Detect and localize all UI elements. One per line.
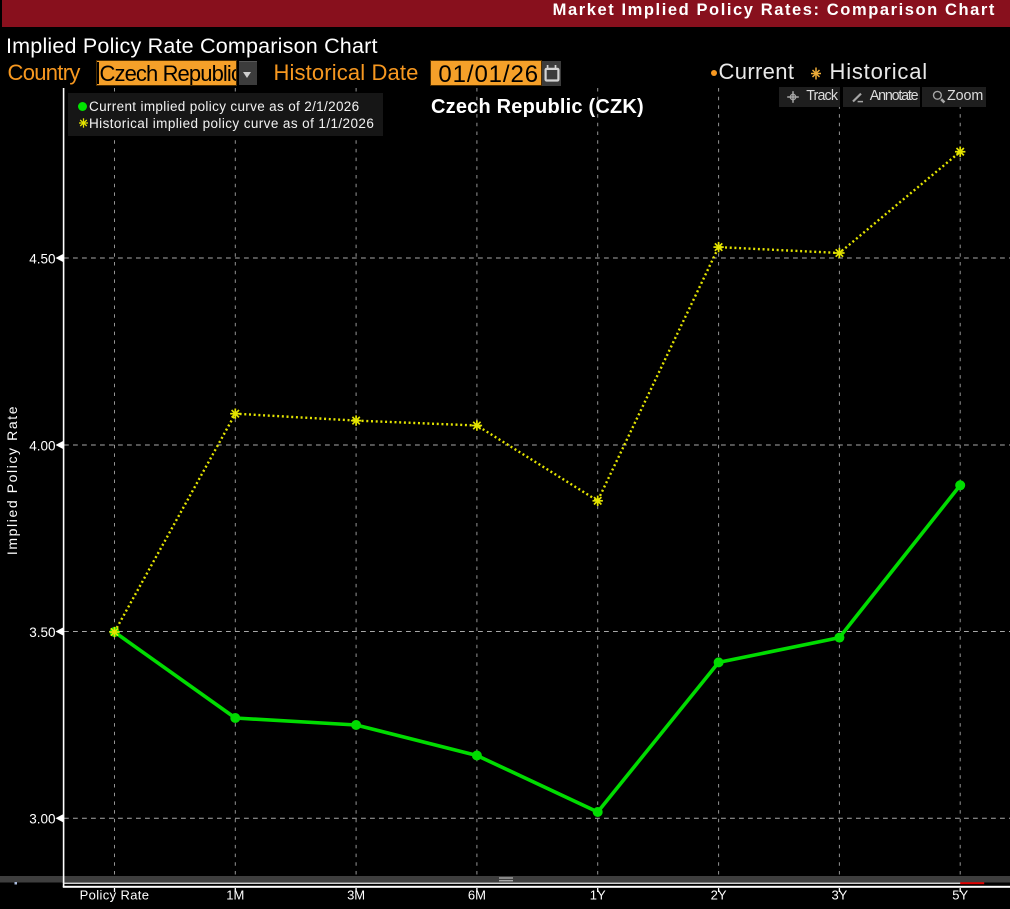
svg-text:4.50: 4.50	[29, 251, 55, 266]
svg-text:4.00: 4.00	[29, 438, 55, 453]
svg-text:2Y: 2Y	[711, 888, 727, 903]
svg-text:1M: 1M	[226, 888, 244, 903]
svg-text:3M: 3M	[347, 888, 365, 903]
svg-text:3.50: 3.50	[29, 625, 55, 640]
svg-text:1Y: 1Y	[590, 888, 606, 903]
svg-text:3.00: 3.00	[29, 812, 55, 827]
svg-text:Implied Policy Rate: Implied Policy Rate	[4, 405, 20, 555]
svg-text:5Y: 5Y	[952, 888, 968, 903]
svg-text:3Y: 3Y	[831, 888, 847, 903]
svg-text:Policy Rate: Policy Rate	[80, 888, 150, 903]
svg-text:6M: 6M	[468, 888, 486, 903]
